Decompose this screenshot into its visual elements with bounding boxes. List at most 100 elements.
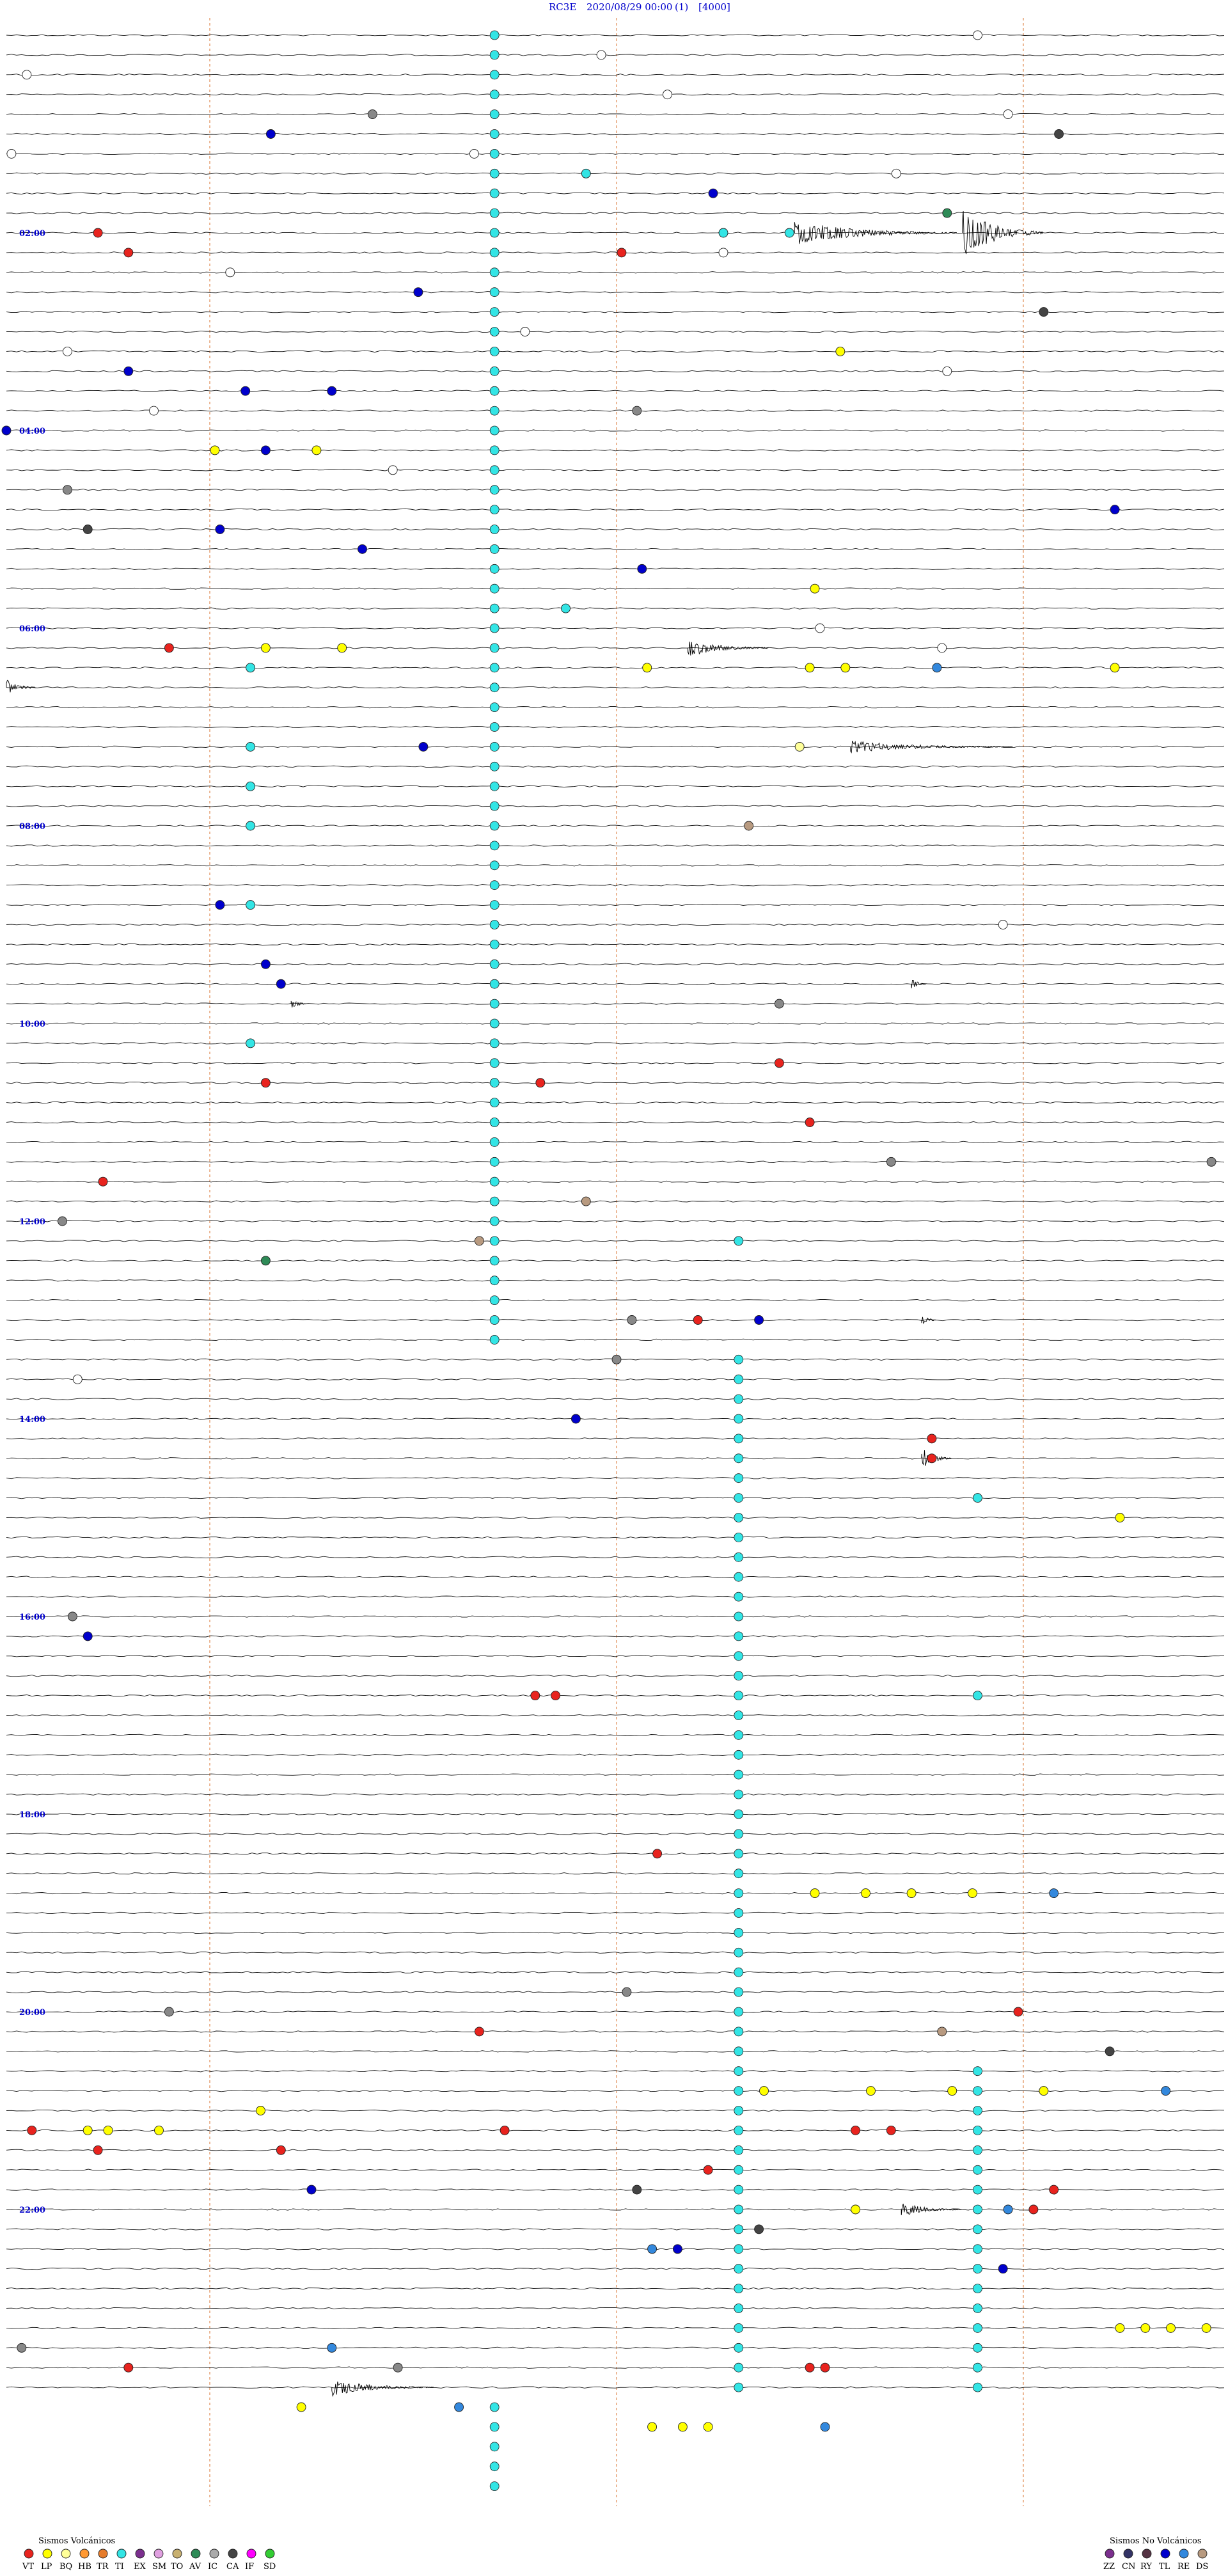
tremor-marker-0-3 <box>489 90 500 100</box>
event-marker-46 <box>164 643 174 653</box>
tremor-marker-1-115 <box>734 2303 744 2313</box>
tremor-marker-2-111 <box>973 2224 982 2234</box>
trace-line-92 <box>6 1853 1225 1855</box>
burst-5 <box>911 979 926 989</box>
trace-line-87 <box>6 1753 1225 1756</box>
legend-non-volcanic-label-tl: TL <box>1159 2562 1170 2572</box>
tremor-marker-0-50 <box>489 1018 500 1029</box>
legend-non-volcanic-label-ry: RY <box>1140 2562 1152 2572</box>
event-marker-0 <box>973 30 982 40</box>
trace-line-62 <box>6 1260 1225 1262</box>
trace-line-94 <box>6 1892 1225 1895</box>
trace-line-116 <box>6 2327 1225 2330</box>
trace-line-16 <box>6 350 1225 353</box>
event-marker-105 <box>474 2027 484 2037</box>
event-marker-13 <box>942 208 952 218</box>
tremor-marker-0-13 <box>489 287 500 297</box>
event-marker-48 <box>337 643 347 653</box>
event-marker-102 <box>622 1987 632 1997</box>
event-marker-101 <box>1049 1888 1059 1899</box>
trace-line-46 <box>6 943 1225 946</box>
event-marker-76 <box>581 1196 591 1206</box>
event-marker-26 <box>123 366 134 376</box>
tremor-marker-1-90 <box>734 1809 744 1819</box>
legend-volcanic-swatch-ca <box>228 2548 238 2559</box>
trace-line-50 <box>6 1022 1225 1025</box>
event-marker-11 <box>891 168 901 178</box>
tremor-marker-0-63 <box>489 1276 500 1286</box>
event-marker-87 <box>927 1434 937 1444</box>
event-marker-94 <box>551 1691 561 1701</box>
legend-volcanic-label-hb: HB <box>78 2562 91 2572</box>
legend-non-volcanic-label-ds: DS <box>1196 2562 1208 2572</box>
trace-line-51 <box>6 1042 1225 1045</box>
event-marker-124 <box>306 2185 317 2195</box>
event-marker-74 <box>1206 1157 1216 1167</box>
trace-line-1 <box>6 54 1225 56</box>
legend-volcanic-label-if: IF <box>245 2562 254 2572</box>
event-marker-28 <box>240 386 251 396</box>
trace-line-65 <box>6 1318 1225 1322</box>
event-marker-135 <box>1140 2323 1151 2333</box>
tremor-marker-1-72 <box>734 1453 744 1464</box>
event-marker-80 <box>260 1256 271 1266</box>
tremor-marker-2-109 <box>973 2185 982 2195</box>
event-marker-7 <box>1054 129 1064 139</box>
event-marker-95 <box>973 1691 982 1701</box>
event-marker-86 <box>571 1414 581 1424</box>
tremor-marker-0-33 <box>489 683 500 693</box>
event-marker-12 <box>708 188 718 198</box>
tremor-marker-1-85 <box>734 1711 744 1720</box>
legend-non-volcanic: Sismos No Volcánicos ZZ CN RY TL RE DS <box>1103 2536 1208 2572</box>
event-marker-67 <box>774 999 784 1009</box>
event-marker-21 <box>413 287 423 297</box>
trace-line-11 <box>6 251 1225 254</box>
event-marker-75 <box>98 1176 108 1187</box>
event-marker-73 <box>886 1157 896 1167</box>
legend-volcanic-swatch-lp <box>42 2548 52 2559</box>
trace-line-68 <box>6 1378 1225 1380</box>
tremor-marker-0-45 <box>489 920 500 929</box>
tremor-marker-2-116 <box>973 2323 982 2333</box>
trace-line-77 <box>6 1556 1225 1558</box>
hour-label-5: 12:00 <box>19 1217 45 1227</box>
legend-non-volcanic-title: Sismos No Volcánicos <box>1110 2536 1202 2546</box>
event-marker-141 <box>393 2362 403 2373</box>
tremor-marker-0-11 <box>489 248 500 258</box>
tremor-marker-1-82 <box>734 1651 744 1661</box>
event-marker-38 <box>1110 505 1120 515</box>
tremor-marker-0-25 <box>489 525 500 534</box>
event-marker-129 <box>1028 2204 1039 2215</box>
trace-line-81 <box>6 1635 1225 1638</box>
trace-line-73 <box>6 1477 1224 1480</box>
trace-line-102 <box>6 2050 1225 2053</box>
tremor-marker-2-110 <box>973 2204 982 2215</box>
event-marker-109 <box>866 2086 876 2096</box>
legend-volcanic-label-vt: VT <box>22 2562 34 2572</box>
trace-line-95 <box>6 1911 1225 1915</box>
trace-line-119 <box>6 2386 1225 2389</box>
trace-line-63 <box>6 1279 1225 1282</box>
event-marker-100 <box>968 1888 977 1899</box>
event-marker-59 <box>246 781 256 791</box>
trace-line-37 <box>6 765 1225 768</box>
trace-line-41 <box>6 844 1225 847</box>
tremor-marker-1-78 <box>734 1572 744 1582</box>
event-marker-125 <box>632 2185 642 2195</box>
tremor-marker-1-104 <box>734 2086 744 2096</box>
tremor-marker-1-88 <box>734 1769 744 1780</box>
event-marker-111 <box>1039 2086 1049 2096</box>
event-marker-93 <box>530 1691 540 1701</box>
legend-volcanic-swatch-if <box>246 2548 256 2559</box>
event-marker-112 <box>1161 2086 1171 2096</box>
trace-line-105 <box>6 2109 1225 2112</box>
event-marker-116 <box>103 2125 113 2135</box>
tremor-marker-0-34 <box>489 702 500 712</box>
trace-line-69 <box>6 1398 1225 1400</box>
event-marker-51 <box>642 663 652 673</box>
trace-line-26 <box>6 548 1225 551</box>
tremor-marker-0-60 <box>489 1216 500 1226</box>
tremor-marker-3-121 <box>489 2422 500 2432</box>
tremor-marker-1-117 <box>734 2343 744 2353</box>
